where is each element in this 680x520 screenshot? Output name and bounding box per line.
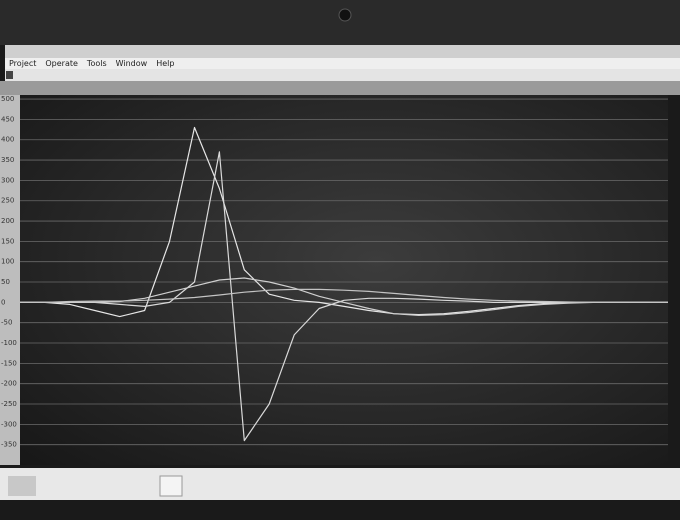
menu-item[interactable]: Window	[116, 59, 148, 68]
bezel	[0, 0, 680, 45]
y-tick-label: 400	[1, 136, 14, 144]
menu-item[interactable]: Help	[156, 59, 174, 68]
camera	[338, 8, 352, 22]
menu-item[interactable]: Project	[9, 59, 36, 68]
plot-area	[20, 95, 668, 465]
y-tick-label: -100	[1, 339, 17, 347]
y-tick-label: 450	[1, 115, 14, 123]
taskbar-item[interactable]	[8, 476, 36, 496]
y-tick-label: -50	[1, 319, 12, 327]
y-tick-label: -150	[1, 359, 17, 367]
y-tick-label: 0	[1, 298, 5, 306]
menu-item[interactable]: Tools	[86, 59, 107, 68]
taskbar	[0, 468, 680, 500]
y-tick-label: 50	[1, 278, 10, 286]
y-tick-label: 250	[1, 197, 14, 205]
y-tick-label: 500	[1, 95, 14, 103]
menu-bg	[5, 58, 680, 69]
y-tick-label: -300	[1, 420, 17, 428]
y-tick-label: 150	[1, 237, 14, 245]
y-tick-label: -200	[1, 380, 17, 388]
waveform	[20, 288, 668, 303]
title-bar	[5, 45, 680, 58]
y-axis-area	[0, 95, 20, 465]
y-tick-label: -250	[1, 400, 17, 408]
menu-bar: Project Operate Tools Window Help	[5, 58, 680, 69]
y-tick-label: 300	[1, 176, 14, 184]
run-button[interactable]	[6, 71, 13, 79]
taskbar-item[interactable]	[159, 475, 183, 497]
y-tick-label: 350	[1, 156, 14, 164]
panel	[0, 81, 680, 95]
y-tick-label: -350	[1, 441, 17, 449]
plot: 500450400350300250200150100500-50-100-15…	[1, 95, 668, 449]
y-tick-label: 200	[1, 217, 14, 225]
menu-item[interactable]: Operate	[45, 59, 78, 68]
toolbar	[5, 69, 680, 81]
y-tick-label: 100	[1, 258, 14, 266]
